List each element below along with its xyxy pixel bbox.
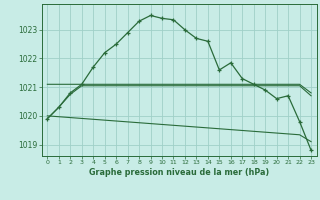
X-axis label: Graphe pression niveau de la mer (hPa): Graphe pression niveau de la mer (hPa) xyxy=(89,168,269,177)
